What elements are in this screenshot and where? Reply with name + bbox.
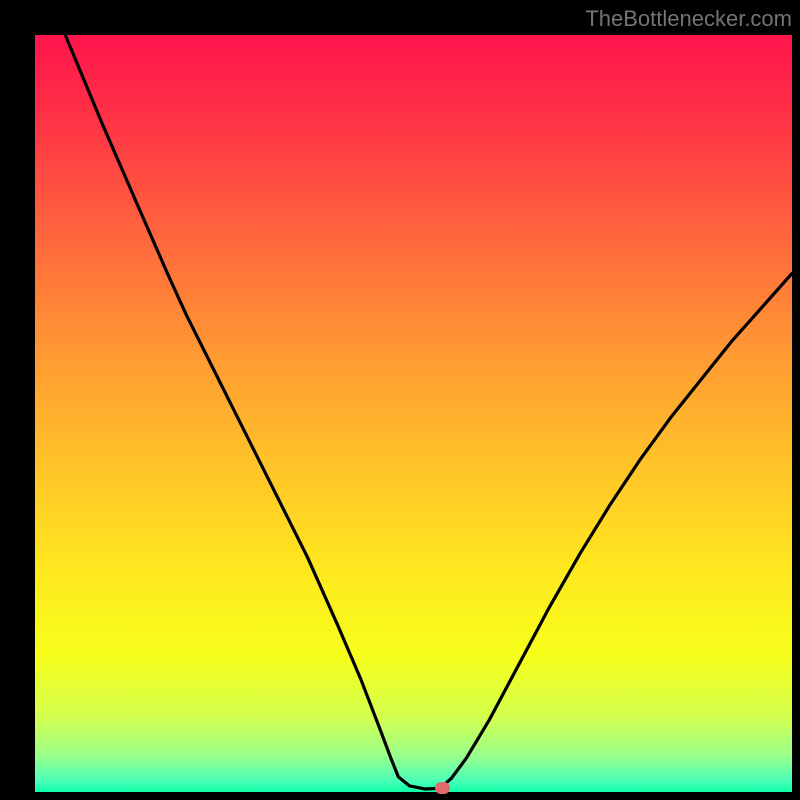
optimal-point-marker — [435, 782, 450, 794]
bottleneck-curve — [35, 35, 792, 792]
bottleneck-curve-path — [65, 35, 792, 789]
plot-area — [35, 35, 792, 792]
watermark-text: TheBottlenecker.com — [585, 6, 792, 32]
